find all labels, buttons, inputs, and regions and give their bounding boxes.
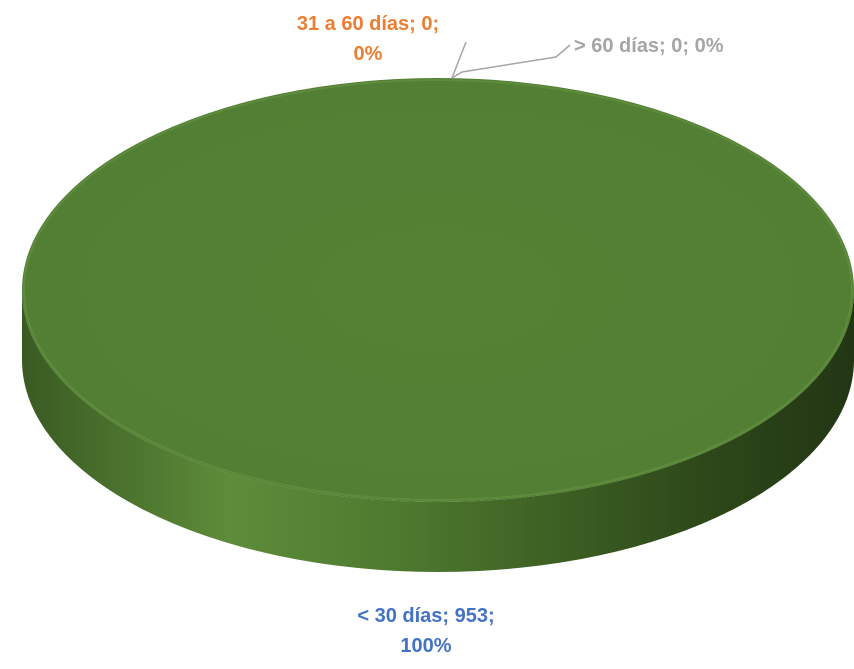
pie-slice-30-d-as bbox=[22, 78, 854, 502]
data-label-line1: > 60 días; 0; 0% bbox=[574, 35, 724, 57]
data-label-line1: < 30 días; 953; bbox=[357, 605, 494, 627]
data-label-line2: 100% bbox=[400, 635, 451, 657]
leader-line-31-60 bbox=[451, 41, 467, 79]
pie-slice-side-30-d-as bbox=[22, 290, 854, 572]
data-label-0: < 30 días; 953; 100% bbox=[357, 605, 494, 657]
data-label-1: 31 a 60 días; 0; 0% bbox=[297, 13, 439, 65]
data-label-2: > 60 días; 0; 0% bbox=[574, 35, 724, 57]
data-label-line1: 31 a 60 días; 0; bbox=[297, 13, 439, 35]
data-label-line2: 0% bbox=[354, 43, 383, 65]
pie-rim-highlight bbox=[23, 79, 853, 501]
leader-line-over-60 bbox=[451, 44, 571, 79]
